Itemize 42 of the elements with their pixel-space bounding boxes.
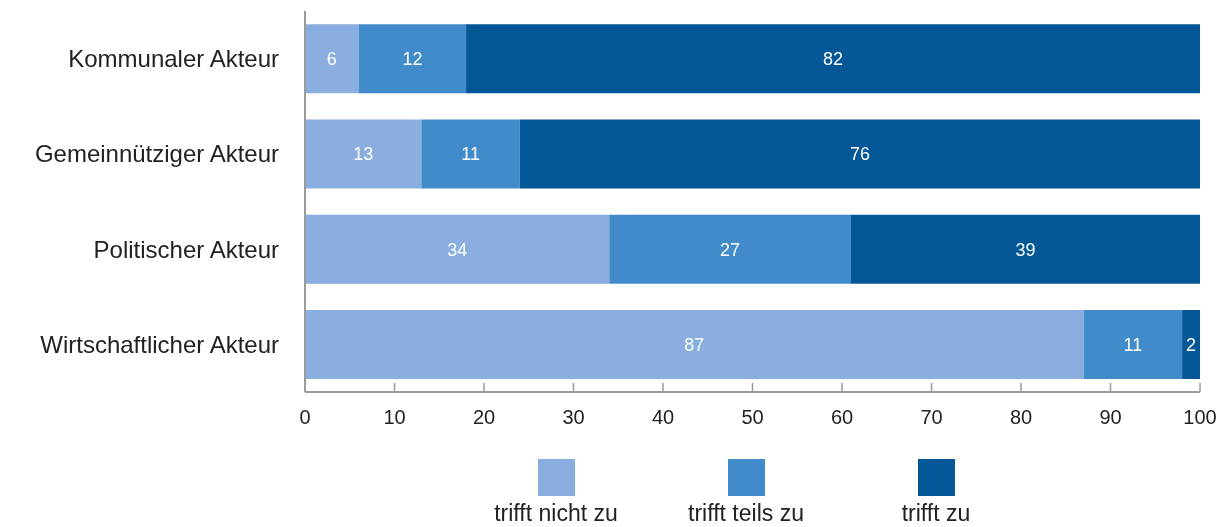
data-label: 34 <box>447 239 468 260</box>
data-label: 11 <box>1123 334 1143 355</box>
y-tick-label: Politischer Akteur <box>93 235 279 263</box>
x-tick-label: 60 <box>830 406 854 429</box>
bar <box>850 214 1200 284</box>
x-tick-label: 90 <box>1099 406 1122 429</box>
bar <box>1182 310 1200 380</box>
data-label: 82 <box>823 49 844 70</box>
bar <box>466 24 1200 94</box>
legend-label: trifft nicht zu <box>494 500 618 526</box>
data-label: 12 <box>402 49 423 70</box>
y-tick-label: Kommunaler Akteur <box>68 45 279 73</box>
x-tick-label: 70 <box>920 406 943 429</box>
data-label: 87 <box>684 334 705 355</box>
y-tick-label: Gemeinnütziger Akteur <box>34 140 280 168</box>
data-label: 39 <box>1015 239 1036 260</box>
x-tick-label: 40 <box>651 406 675 429</box>
x-tick-label: 10 <box>383 406 406 429</box>
bar <box>305 119 422 189</box>
bar <box>305 24 359 94</box>
data-label: 11 <box>461 144 480 165</box>
bar <box>1083 310 1183 380</box>
x-tick-label: 80 <box>1009 406 1033 429</box>
bar <box>305 214 610 284</box>
data-label: 6 <box>326 49 337 70</box>
legend-label: trifft zu <box>901 500 971 526</box>
x-tick-label: 100 <box>1183 406 1217 429</box>
bar <box>609 214 851 284</box>
x-tick-label: 30 <box>562 406 585 429</box>
bar <box>421 119 520 189</box>
legend-label: trifft teils zu <box>688 500 804 526</box>
x-tick-label: 50 <box>741 406 764 429</box>
y-tick-label: Wirtschaftlicher Akteur <box>40 330 280 358</box>
bar <box>358 24 467 94</box>
bar <box>305 310 1084 380</box>
bar <box>519 119 1200 189</box>
x-tick-label: 0 <box>299 406 311 429</box>
data-label: 2 <box>1186 334 1197 355</box>
data-label: 27 <box>720 239 741 260</box>
data-label: 76 <box>849 144 870 165</box>
data-label: 13 <box>353 144 374 165</box>
x-tick-label: 20 <box>472 406 496 429</box>
